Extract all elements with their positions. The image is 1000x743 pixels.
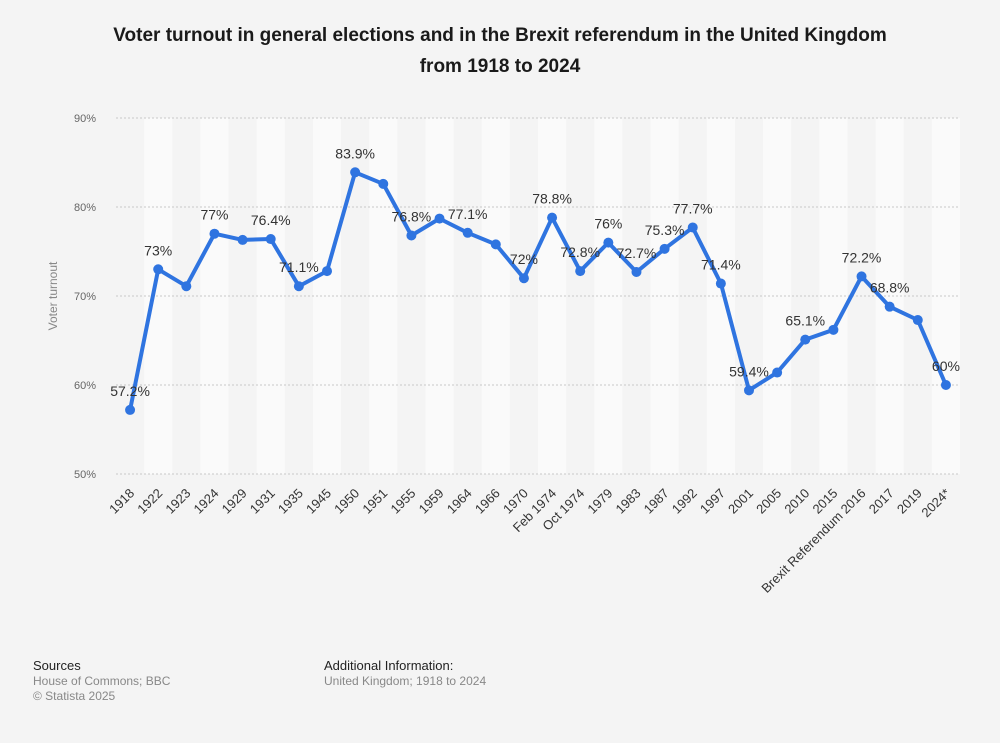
chart-title-line-1: Voter turnout in general elections and i…	[113, 25, 887, 46]
x-tick-label: 1918	[106, 486, 137, 517]
x-tick-label: 1950	[331, 486, 362, 517]
data-label: 72.7%	[617, 245, 657, 261]
data-point	[744, 385, 754, 396]
y-tick-label: 60%	[74, 380, 96, 392]
data-point	[603, 237, 614, 248]
x-tick-label: 2001	[725, 486, 756, 517]
data-point	[293, 281, 304, 292]
additional-info-block: Additional Information: United Kingdom; …	[324, 658, 486, 689]
x-tick-label: 2005	[753, 486, 784, 517]
data-point	[575, 266, 586, 277]
x-tick-label: 1979	[584, 486, 615, 517]
data-point	[687, 222, 698, 233]
y-tick-label: 50%	[74, 469, 96, 481]
data-point	[434, 213, 445, 224]
data-point	[125, 404, 136, 415]
data-point	[265, 234, 276, 245]
x-tick-label: 1959	[416, 486, 447, 517]
data-label: 76%	[594, 216, 622, 232]
data-label: 83.9%	[335, 145, 375, 161]
y-axis-title: Voter turnout	[46, 261, 60, 330]
data-point	[518, 273, 529, 284]
sources-text: House of Commons; BBC	[33, 674, 171, 688]
x-tick-label: 1983	[613, 486, 644, 517]
data-label: 78.8%	[532, 191, 572, 207]
data-point	[462, 227, 473, 238]
data-point	[940, 380, 951, 390]
data-point	[406, 230, 417, 241]
data-point	[800, 334, 811, 345]
data-label: 77.7%	[673, 200, 713, 216]
data-label: 72%	[510, 251, 538, 267]
data-point	[828, 324, 839, 335]
data-label: 76.8%	[392, 208, 432, 224]
data-point	[659, 243, 670, 254]
x-tick-label: 2017	[866, 486, 897, 517]
x-tick-label: 1929	[219, 486, 250, 517]
x-tick-label: 1955	[387, 486, 418, 517]
y-tick-label: 70%	[74, 291, 96, 303]
data-point	[322, 266, 332, 277]
x-tick-label: 2010	[781, 486, 812, 517]
x-tick-label: 2024*	[918, 486, 953, 521]
data-label: 57.2%	[110, 383, 150, 399]
data-label: 77%	[200, 207, 228, 223]
data-label: 76.4%	[251, 212, 291, 228]
data-label: 77.1%	[448, 206, 488, 222]
x-tick-label: 1964	[444, 486, 475, 517]
x-tick-label: 1922	[134, 486, 165, 517]
data-point	[350, 167, 361, 178]
x-tick-label: 1997	[697, 486, 728, 517]
data-label: 75.3%	[645, 222, 685, 238]
x-tick-label: 1935	[275, 486, 306, 517]
copyright-text: © Statista 2025	[33, 689, 116, 703]
data-point	[237, 234, 248, 245]
data-label: 72.8%	[560, 244, 600, 260]
x-tick-label: 1945	[303, 486, 334, 517]
data-point	[631, 266, 642, 277]
data-point	[715, 278, 726, 289]
data-label: 73%	[144, 242, 172, 258]
chart-title: Voter turnout in general elections and i…	[0, 20, 1000, 82]
additional-info-heading: Additional Information:	[324, 658, 454, 673]
x-tick-label: 1923	[162, 486, 193, 517]
x-tick-label: 1987	[641, 486, 672, 517]
data-label: 59.4%	[729, 363, 769, 379]
data-point	[772, 367, 783, 378]
data-point	[490, 239, 501, 250]
y-tick-label: 80%	[74, 202, 96, 214]
data-point	[209, 228, 220, 239]
additional-info-text: United Kingdom; 1918 to 2024	[324, 674, 487, 688]
data-label: 72.2%	[842, 249, 882, 265]
data-label: 68.8%	[870, 280, 910, 296]
x-tick-label: 1992	[669, 486, 700, 517]
x-tick-label: 1931	[247, 486, 278, 517]
x-tick-label: 1951	[359, 486, 390, 517]
data-point	[378, 178, 389, 189]
chart-title-line-2: from 1918 to 2024	[419, 56, 581, 77]
sources-heading: Sources	[33, 658, 81, 673]
data-point	[856, 271, 867, 282]
data-label: 71.1%	[279, 259, 319, 275]
x-tick-label: 1924	[191, 486, 222, 517]
data-point	[912, 315, 923, 326]
data-point	[181, 281, 192, 292]
sources-block: Sources House of Commons; BBC © Statista…	[33, 658, 170, 704]
data-label: 71.4%	[701, 257, 741, 273]
data-point	[884, 301, 895, 312]
x-tick-label: 1966	[472, 486, 503, 517]
data-label: 65.1%	[785, 313, 825, 329]
data-point	[547, 212, 558, 223]
data-label: 60%	[932, 358, 960, 374]
data-point	[153, 264, 164, 275]
y-tick-label: 90%	[74, 113, 96, 125]
